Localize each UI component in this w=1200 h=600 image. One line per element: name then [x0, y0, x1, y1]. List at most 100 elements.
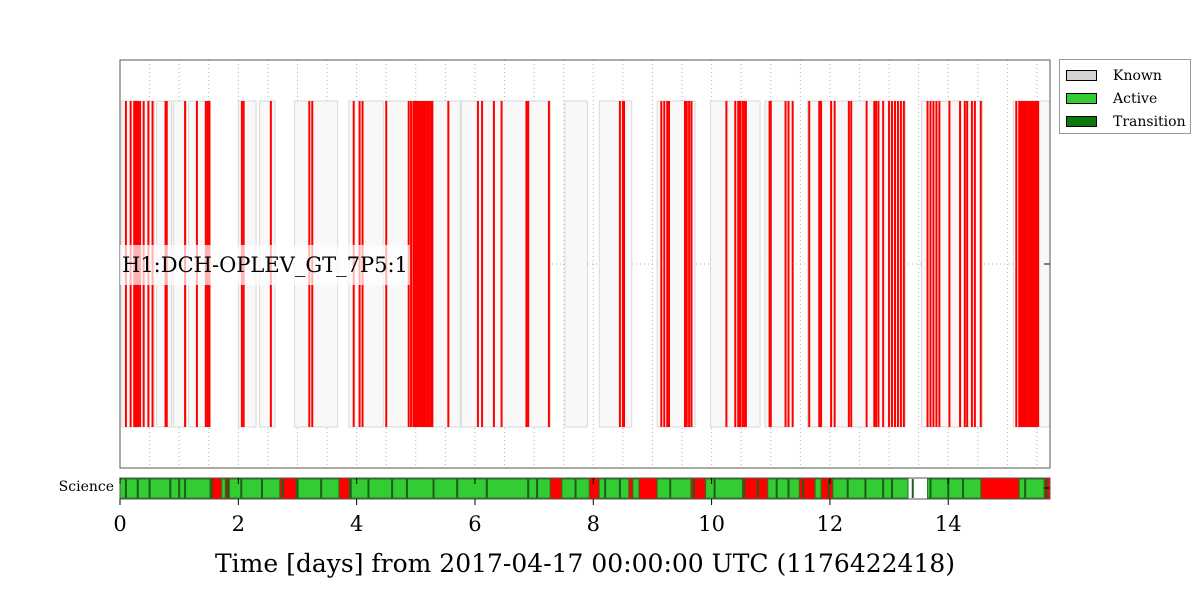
- active-segment: [500, 101, 503, 427]
- science-active-segment: [221, 478, 226, 499]
- active-segment: [668, 101, 671, 427]
- science-active-segment: [832, 478, 909, 499]
- science-transition-marker: [178, 479, 181, 498]
- active-segment: [932, 101, 935, 427]
- active-segment: [784, 101, 787, 427]
- active-segment: [1037, 101, 1040, 427]
- active-segment: [427, 101, 430, 427]
- science-transition-marker: [485, 479, 488, 498]
- active-segment: [413, 101, 416, 427]
- active-segment: [899, 101, 902, 427]
- active-segment: [973, 101, 976, 427]
- active-segment: [902, 101, 905, 427]
- science-transition-marker: [260, 479, 263, 498]
- science-active-segment: [927, 478, 982, 499]
- legend-label-known: Known: [1113, 67, 1162, 84]
- active-segment: [725, 101, 728, 427]
- active-segment: [787, 101, 790, 427]
- science-active-segment: [814, 478, 822, 499]
- active-segment: [481, 101, 484, 427]
- active-segment: [966, 101, 969, 427]
- legend-swatch-active: [1066, 93, 1097, 104]
- legend: Known Active Transition: [1059, 59, 1191, 134]
- science-transition-marker: [1024, 479, 1027, 498]
- known-segment: [460, 100, 552, 428]
- active-segment: [429, 101, 432, 427]
- science-plot-frame: [119, 477, 1051, 500]
- active-segment: [734, 101, 737, 427]
- active-segment: [744, 101, 747, 427]
- science-active-segment: [632, 478, 640, 499]
- x-axis-label: Time [days] from 2017-04-17 00:00:00 UTC…: [215, 549, 955, 578]
- active-segment: [891, 101, 894, 427]
- science-transition-marker: [827, 479, 830, 498]
- active-segment: [929, 101, 932, 427]
- active-segment: [743, 101, 746, 427]
- active-segment: [663, 101, 666, 427]
- science-transition-marker: [391, 479, 394, 498]
- active-segment: [865, 101, 868, 427]
- active-segment: [660, 101, 663, 427]
- x-tick-label: 8: [587, 512, 600, 536]
- active-segment: [426, 101, 429, 427]
- science-active-segment: [1018, 478, 1045, 499]
- science-active-segment: [295, 478, 340, 499]
- active-segment: [547, 101, 550, 427]
- active-segment: [959, 101, 962, 427]
- legend-entry-known: Known: [1060, 64, 1190, 87]
- science-active-segment: [119, 478, 211, 499]
- x-tick-label: 10: [698, 512, 725, 536]
- legend-swatch-known: [1066, 70, 1097, 81]
- active-segment: [1030, 101, 1033, 427]
- active-segment: [527, 101, 530, 427]
- active-segment: [1028, 101, 1031, 427]
- science-transition-marker: [405, 479, 408, 498]
- active-segment: [808, 101, 811, 427]
- active-segment: [935, 101, 938, 427]
- science-transition-marker: [604, 479, 607, 498]
- active-segment: [877, 101, 880, 427]
- science-transition-marker: [882, 479, 885, 498]
- science-transition-marker: [756, 479, 759, 498]
- active-segment: [476, 101, 479, 427]
- active-segment: [492, 101, 495, 427]
- legend-label-transition: Transition: [1113, 113, 1186, 130]
- science-transition-marker: [911, 479, 914, 498]
- science-transition-marker: [136, 479, 139, 498]
- active-segment: [737, 101, 740, 427]
- active-segment: [415, 101, 418, 427]
- active-segment: [419, 101, 422, 427]
- active-segment: [1021, 101, 1024, 427]
- legend-entry-transition: Transition: [1060, 110, 1190, 133]
- active-segment: [979, 101, 982, 427]
- science-transition-marker: [743, 479, 746, 498]
- active-segment: [420, 101, 423, 427]
- active-segment: [412, 101, 415, 427]
- legend-label-active: Active: [1113, 90, 1158, 107]
- active-segment: [1022, 101, 1025, 427]
- science-transition-marker: [184, 479, 187, 498]
- active-segment: [769, 101, 772, 427]
- science-transition-marker: [713, 479, 716, 498]
- science-transition-marker: [210, 479, 213, 498]
- active-segment: [894, 101, 896, 427]
- active-segment: [621, 101, 624, 427]
- active-segment: [422, 101, 425, 427]
- active-segment: [818, 101, 821, 427]
- legend-entry-active: Active: [1060, 87, 1190, 110]
- science-transition-marker: [574, 479, 577, 498]
- science-transition-marker: [124, 479, 127, 498]
- main-flag-label-background: [120, 245, 410, 285]
- science-transition-marker: [669, 479, 672, 498]
- active-segment: [525, 101, 528, 427]
- active-segment: [830, 101, 833, 427]
- active-segment: [1033, 101, 1036, 427]
- science-active-segment: [598, 478, 630, 499]
- science-flag-label: Science: [59, 479, 114, 495]
- active-segment: [683, 101, 686, 427]
- active-segment: [424, 101, 427, 427]
- active-segment: [873, 101, 876, 427]
- x-tick-label: 6: [468, 512, 481, 536]
- active-segment: [685, 101, 688, 427]
